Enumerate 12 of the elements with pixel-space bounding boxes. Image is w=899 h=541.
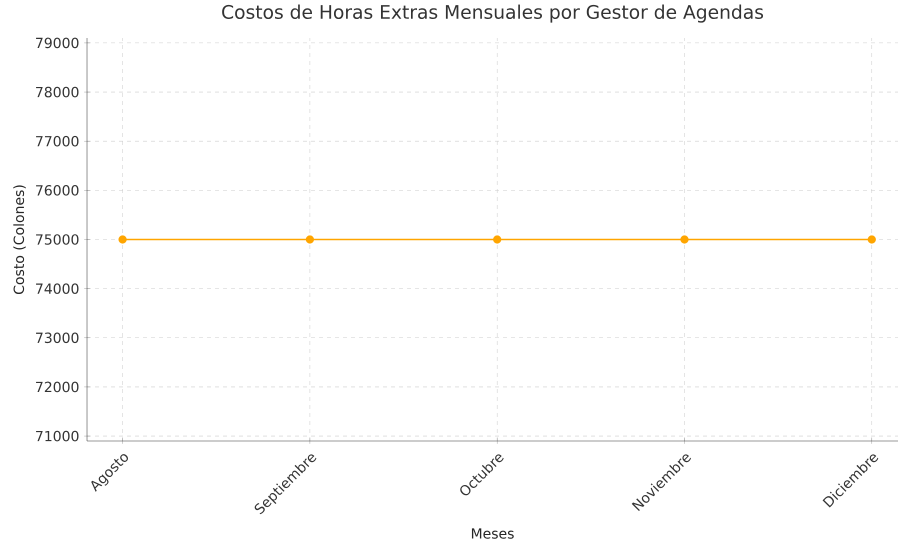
y-tick-label: 78000 <box>36 86 78 98</box>
y-tick-label: 76000 <box>36 185 78 196</box>
y-axis-title: Costo (Colones) <box>13 185 26 294</box>
x-axis-title: Meses <box>472 528 514 539</box>
y-tick-label: 79000 <box>36 38 78 48</box>
y-tick-label: 72000 <box>36 382 78 392</box>
y-tick-label: 73000 <box>36 332 78 344</box>
y-tick-label: 75000 <box>36 234 78 245</box>
y-tick-label: 74000 <box>36 283 78 294</box>
chart-title: Costos de Horas Extras Mensuales por Gestor de Agendas <box>222 4 764 23</box>
y-tick-label: 71000 <box>36 430 78 442</box>
y-tick-label: 77000 <box>36 136 78 146</box>
